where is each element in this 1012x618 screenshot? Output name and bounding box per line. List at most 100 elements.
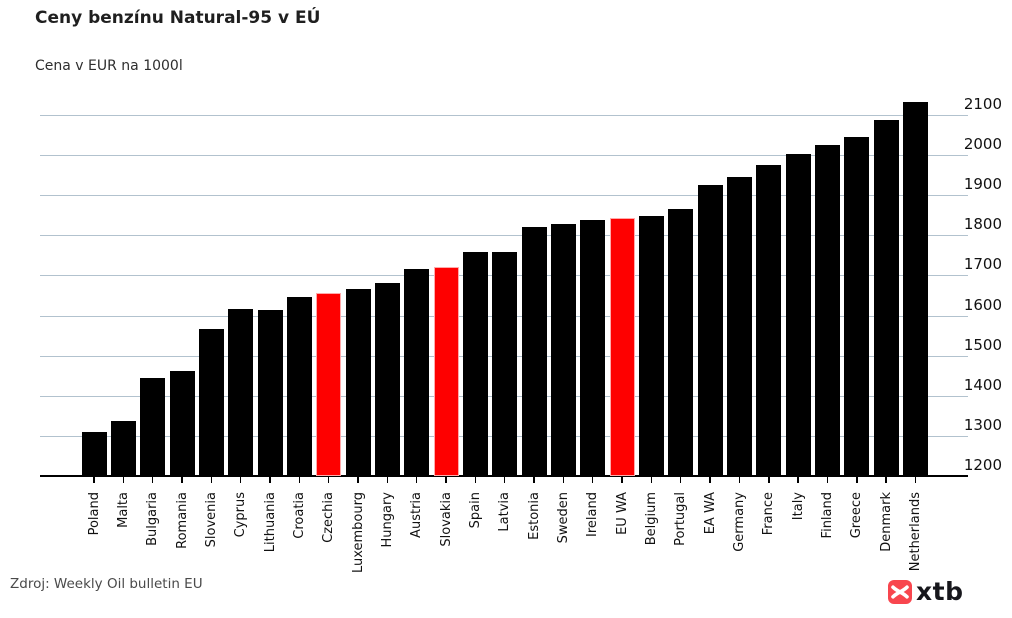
bar-malta: [110, 420, 136, 476]
bar-greece: [844, 137, 870, 476]
x-label-malta: Malta: [115, 492, 131, 528]
x-tick-slovakia: [445, 477, 447, 483]
x-tick-spain: [474, 477, 477, 483]
bar-slovenia: [198, 329, 224, 476]
y-tick-label-1500: 1500: [963, 335, 1002, 354]
x-label-greece: Greece: [849, 492, 865, 539]
x-tick-greece: [856, 477, 858, 483]
x-tick-portugal: [680, 477, 682, 483]
x-label-latvia: Latvia: [497, 492, 513, 532]
xtb-logo: xtb: [888, 577, 963, 606]
x-label-luxembourg: Luxembourg: [350, 492, 366, 574]
bar-hungary: [374, 282, 400, 476]
x-swoosh-icon: [891, 584, 909, 599]
x-tick-slovenia: [210, 477, 213, 483]
y-tick-label-1600: 1600: [963, 295, 1002, 314]
x-label-netherlands: Netherlands: [908, 492, 924, 572]
y-tick-label-1900: 1900: [963, 175, 1002, 194]
bar-romania: [169, 370, 195, 476]
bar-slovakia: [433, 266, 459, 476]
x-tick-italy: [797, 477, 799, 483]
x-tick-czechia: [328, 477, 330, 483]
x-label-romania: Romania: [174, 492, 190, 549]
x-label-bulgaria: Bulgaria: [145, 492, 161, 546]
bar-bulgaria: [140, 377, 166, 476]
x-tick-france: [768, 477, 770, 483]
bar-sweden: [550, 223, 576, 476]
bar-netherlands: [903, 101, 929, 476]
x-tick-austria: [416, 477, 418, 483]
gridline-1900: [40, 195, 968, 197]
x-label-finland: Finland: [820, 492, 835, 539]
x-tick-luxembourg: [357, 477, 359, 483]
x-label-belgium: Belgium: [643, 492, 659, 546]
x-tick-malta: [122, 477, 125, 483]
source-note: Zdroj: Weekly Oil bulletin EU: [10, 576, 203, 592]
x-tick-bulgaria: [151, 477, 154, 483]
x-tick-estonia: [533, 477, 535, 483]
x-label-denmark: Denmark: [878, 492, 894, 552]
bar-spain: [462, 252, 488, 476]
x-tick-hungary: [386, 477, 389, 483]
bar-poland: [81, 431, 107, 476]
bar-cyprus: [228, 309, 254, 476]
bar-belgium: [638, 216, 664, 476]
bar-finland: [815, 144, 840, 476]
xtb-logo-icon: [888, 579, 912, 604]
bar-luxembourg: [345, 289, 371, 476]
x-label-portugal: Portugal: [673, 492, 689, 546]
x-label-hungary: Hungary: [379, 492, 395, 548]
bar-france: [756, 164, 782, 476]
x-tick-belgium: [650, 477, 653, 483]
x-tick-cyprus: [240, 477, 242, 483]
bar-czechia: [316, 292, 342, 476]
x-tick-sweden: [562, 477, 565, 483]
y-tick-label-1300: 1300: [963, 415, 1002, 434]
bar-austria: [404, 269, 430, 476]
x-label-slovakia: Slovakia: [438, 492, 454, 547]
x-tick-romania: [181, 477, 183, 483]
x-tick-poland: [93, 477, 95, 483]
y-tick-label-1400: 1400: [963, 375, 1002, 394]
bar-eu-wa: [609, 218, 635, 476]
x-label-croatia: Croatia: [291, 492, 307, 539]
y-tick-label-1200: 1200: [963, 456, 1002, 474]
gridline-2100: [40, 115, 968, 116]
bar-latvia: [492, 252, 518, 476]
x-label-sweden: Sweden: [555, 492, 571, 544]
x-tick-eu-wa: [621, 477, 623, 483]
x-tick-finland: [826, 477, 829, 483]
bar-ireland: [580, 219, 606, 476]
gridline-2000: [40, 155, 968, 157]
x-label-ea-wa: EA WA: [702, 492, 718, 535]
x-tick-ea-wa: [709, 477, 711, 483]
bar-italy: [785, 153, 811, 476]
x-tick-ireland: [592, 477, 594, 483]
chart-title: Ceny benzínu Natural-95 v EÚ: [35, 8, 321, 28]
xtb-logo-text: xtb: [916, 577, 964, 606]
y-tick-label-2000: 2000: [963, 135, 1002, 154]
x-tick-denmark: [885, 477, 887, 483]
x-axis-line: [40, 475, 968, 477]
x-label-poland: Poland: [86, 492, 102, 536]
x-label-spain: Spain: [467, 492, 483, 529]
x-label-slovenia: Slovenia: [203, 492, 219, 548]
bar-germany: [726, 176, 752, 476]
x-label-estonia: Estonia: [526, 492, 542, 540]
x-tick-germany: [738, 477, 741, 483]
bar-lithuania: [257, 310, 283, 476]
x-label-austria: Austria: [409, 492, 425, 538]
x-label-cyprus: Cyprus: [233, 492, 249, 538]
x-tick-lithuania: [269, 477, 271, 483]
x-label-eu-wa: EU WA: [614, 492, 630, 535]
x-label-czechia: Czechia: [321, 492, 337, 543]
bar-estonia: [521, 226, 547, 476]
bar-chart-plot-area: 1200 1300 1400 1500 1600 1700 1800 1900 2000 2100…: [40, 90, 1002, 573]
bar-denmark: [873, 120, 899, 476]
x-tick-netherlands: [914, 477, 917, 483]
bar-ea-wa: [697, 184, 723, 476]
x-label-lithuania: Lithuania: [262, 492, 278, 553]
bar-portugal: [668, 208, 694, 476]
x-label-germany: Germany: [731, 492, 747, 552]
